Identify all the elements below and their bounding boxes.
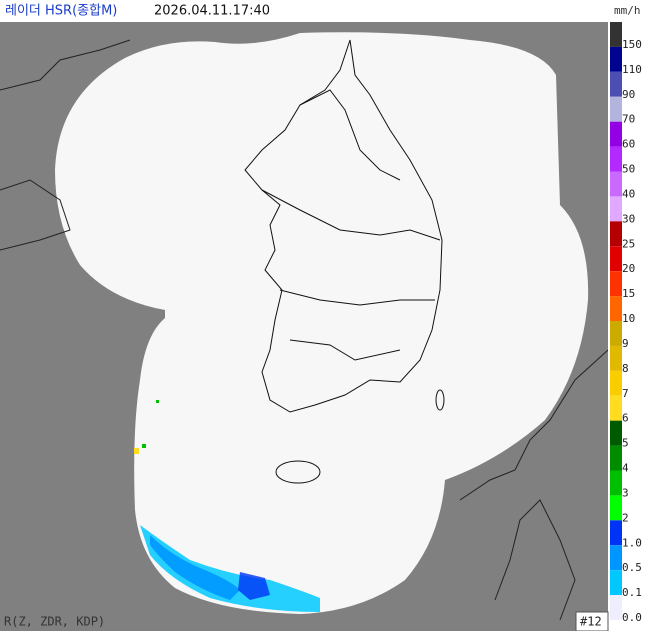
legend-swatch (610, 545, 622, 571)
legend-label: 0.1 (622, 586, 642, 599)
legend-label: 50 (622, 163, 635, 176)
radar-coverage (55, 32, 589, 615)
legend-swatch (610, 196, 622, 222)
legend-swatch (610, 570, 622, 596)
legend-swatch (610, 595, 622, 620)
method-label: R(Z, ZDR, KDP) (4, 615, 105, 629)
legend-swatch (610, 146, 622, 172)
legend-swatch (610, 121, 622, 147)
legend-swatch (610, 420, 622, 446)
legend-swatch (610, 46, 622, 72)
legend-label: 30 (622, 212, 635, 225)
title: 레이더 HSR(종합M) (5, 4, 117, 19)
rain-echo (134, 400, 320, 612)
legend-label: 110 (622, 63, 642, 76)
site-count: #12 (580, 615, 602, 629)
legend-label: 70 (622, 113, 635, 126)
legend-swatch (610, 171, 622, 197)
legend-swatch (610, 520, 622, 546)
legend-swatch (610, 22, 622, 47)
neighbor-coast (0, 39, 609, 621)
legend-swatch (610, 246, 622, 272)
legend-label: 7 (622, 387, 629, 400)
legend-swatch (610, 96, 622, 122)
legend-swatch (610, 395, 622, 421)
legend-swatch (610, 495, 622, 521)
legend-swatch (610, 470, 622, 496)
legend-label: 2 (622, 511, 629, 524)
legend-label: 9 (622, 337, 629, 350)
coastline (244, 39, 445, 484)
legend-label: 20 (622, 262, 635, 275)
legend-swatch (610, 445, 622, 471)
legend-label: 0.5 (622, 561, 642, 574)
legend-label: 6 (622, 412, 629, 425)
legend-label: 8 (622, 362, 629, 375)
legend-label: 40 (622, 187, 635, 200)
legend-swatch (610, 345, 622, 371)
legend-label: 15 (622, 287, 635, 300)
legend-swatch (610, 221, 622, 247)
header-bar (0, 0, 646, 22)
legend-label: 5 (622, 437, 629, 450)
legend-swatch (610, 321, 622, 346)
legend-label: 1.0 (622, 536, 642, 549)
legend-swatch (610, 296, 622, 321)
legend-label: 3 (622, 486, 629, 499)
legend-label: 150 (622, 38, 642, 51)
legend-label: 10 (622, 312, 635, 325)
timestamp: 2026.04.11.17:40 (154, 4, 270, 19)
unit: mm/h (614, 4, 641, 17)
legend-label: 4 (622, 462, 629, 475)
legend-label: 60 (622, 138, 635, 151)
legend-swatch (610, 271, 622, 297)
legend-label: 0.0 (622, 611, 642, 624)
legend-label: 90 (622, 88, 635, 101)
legend-swatch (610, 71, 622, 97)
legend: 150 110 90 70 60 50 40 30 25 20 15 10 9 8 7 6 5 4 3 2 1.0 0.5… (608, 22, 646, 631)
legend-swatch (610, 370, 622, 396)
legend-label: 25 (622, 237, 635, 250)
